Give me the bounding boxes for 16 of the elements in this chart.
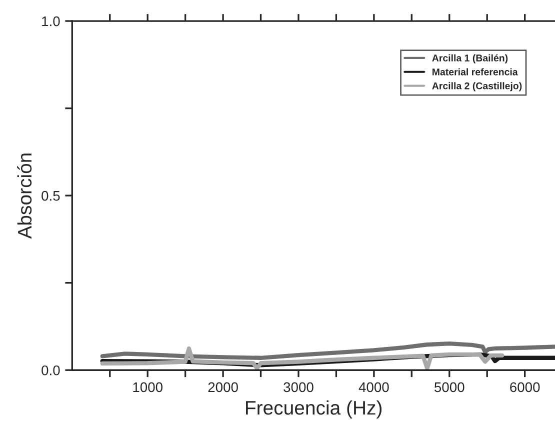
x-tick-label: 6000 xyxy=(510,382,540,392)
x-tick-label: 1000 xyxy=(133,382,162,392)
x-axis-title: Frecuencia (Hz) xyxy=(246,400,382,419)
legend-label: Arcilla 1 (Bailén) xyxy=(432,54,508,64)
x-tick-label: 5000 xyxy=(434,382,464,392)
legend-label: Material referencia xyxy=(432,68,518,76)
legend-label: Arcilla 2 (Castillejo) xyxy=(432,82,522,92)
line-series xyxy=(100,346,504,370)
y-tick-label: 0.5 xyxy=(42,190,60,201)
x-tick-label: 4000 xyxy=(358,382,389,392)
x-tick-label: 3000 xyxy=(284,382,314,392)
x-tick-label: 2000 xyxy=(208,382,238,392)
y-tick-label: 0.0 xyxy=(42,365,60,376)
y-tick-label: 1.0 xyxy=(42,16,60,26)
line-series xyxy=(100,341,555,360)
y-axis-title: Absorción xyxy=(17,154,32,239)
